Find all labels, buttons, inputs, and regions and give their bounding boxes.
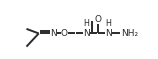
Text: N: N	[83, 29, 90, 38]
Text: H: H	[84, 19, 89, 28]
Text: NH₂: NH₂	[121, 29, 138, 38]
Text: O: O	[94, 15, 101, 24]
Text: H: H	[106, 19, 111, 28]
Text: N: N	[105, 29, 112, 38]
Text: O: O	[61, 29, 68, 38]
Text: N: N	[50, 29, 57, 38]
